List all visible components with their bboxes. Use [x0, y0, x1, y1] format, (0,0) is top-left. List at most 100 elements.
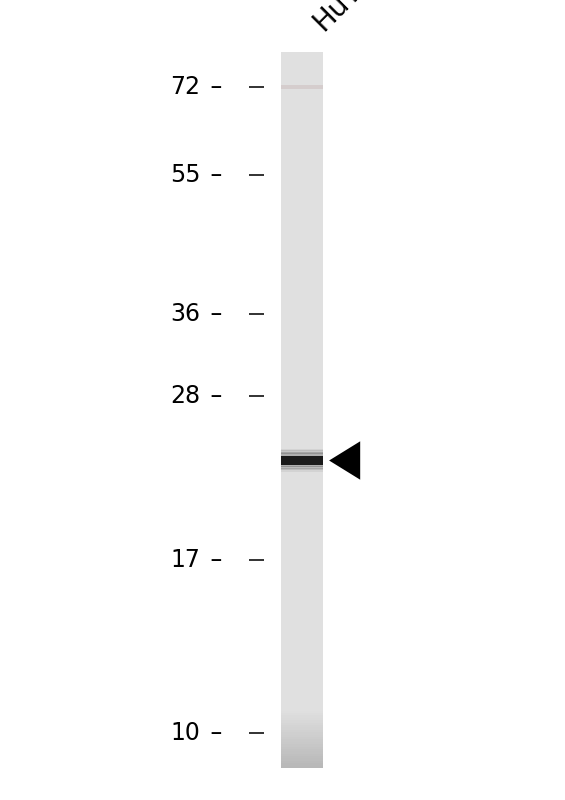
- Bar: [281, 80, 323, 83]
- Bar: [281, 424, 323, 426]
- Bar: [281, 199, 323, 202]
- Bar: [281, 326, 323, 329]
- Bar: [281, 126, 323, 128]
- Bar: [281, 708, 323, 710]
- Bar: [281, 87, 323, 90]
- Bar: [281, 202, 323, 205]
- Bar: [281, 453, 323, 455]
- Bar: [281, 470, 323, 472]
- Bar: [281, 56, 323, 59]
- Bar: [281, 703, 323, 706]
- Bar: [281, 562, 323, 565]
- Bar: [281, 502, 323, 506]
- Text: 55: 55: [170, 162, 201, 186]
- Bar: [281, 460, 323, 462]
- Bar: [281, 226, 323, 229]
- Bar: [281, 336, 323, 338]
- Bar: [281, 722, 323, 725]
- Bar: [281, 312, 323, 314]
- Bar: [281, 653, 323, 656]
- Bar: [281, 383, 323, 386]
- Bar: [281, 691, 323, 694]
- Bar: [281, 417, 323, 419]
- Text: 17: 17: [171, 547, 201, 571]
- Bar: [281, 596, 323, 598]
- Bar: [281, 322, 323, 324]
- Bar: [281, 183, 323, 186]
- Bar: [281, 371, 323, 374]
- Bar: [281, 431, 323, 434]
- Bar: [281, 302, 323, 305]
- Bar: [281, 538, 323, 542]
- Bar: [281, 250, 323, 253]
- Bar: [281, 63, 323, 66]
- Bar: [281, 142, 323, 145]
- Bar: [281, 204, 323, 207]
- Bar: [281, 603, 323, 606]
- Bar: [281, 565, 323, 567]
- Bar: [281, 317, 323, 319]
- Bar: [281, 446, 323, 448]
- Bar: [281, 626, 323, 630]
- Bar: [281, 214, 323, 217]
- Bar: [281, 465, 323, 467]
- Bar: [281, 307, 323, 310]
- Bar: [281, 150, 323, 152]
- Bar: [281, 410, 323, 412]
- Bar: [281, 58, 323, 62]
- Text: 72: 72: [171, 74, 201, 98]
- Bar: [281, 73, 323, 76]
- Bar: [281, 682, 323, 685]
- Bar: [281, 247, 323, 250]
- Bar: [281, 233, 323, 236]
- Bar: [281, 118, 323, 122]
- Bar: [281, 106, 323, 110]
- Text: HuT78: HuT78: [308, 0, 392, 36]
- Bar: [281, 665, 323, 668]
- Bar: [281, 458, 323, 460]
- Bar: [281, 61, 323, 64]
- Bar: [281, 613, 323, 615]
- Bar: [281, 347, 323, 350]
- Bar: [281, 667, 323, 670]
- Bar: [281, 524, 323, 527]
- Bar: [281, 51, 323, 54]
- Bar: [281, 698, 323, 701]
- Bar: [281, 331, 323, 334]
- Bar: [281, 558, 323, 560]
- Bar: [281, 694, 323, 696]
- Bar: [281, 128, 323, 130]
- Bar: [281, 342, 323, 346]
- Bar: [281, 474, 323, 477]
- Bar: [281, 252, 323, 255]
- Bar: [281, 631, 323, 634]
- Bar: [281, 197, 323, 200]
- Bar: [281, 450, 323, 453]
- Bar: [281, 221, 323, 224]
- Bar: [281, 338, 323, 341]
- Bar: [281, 230, 323, 234]
- Bar: [281, 662, 323, 666]
- Bar: [281, 684, 323, 687]
- Bar: [281, 560, 323, 562]
- Bar: [281, 271, 323, 274]
- Bar: [281, 498, 323, 501]
- Bar: [281, 550, 323, 554]
- Bar: [281, 648, 323, 651]
- Bar: [281, 553, 323, 555]
- Text: 10: 10: [171, 722, 201, 746]
- Bar: [281, 295, 323, 298]
- Bar: [281, 70, 323, 74]
- Bar: [281, 490, 323, 494]
- Bar: [281, 679, 323, 682]
- Bar: [281, 658, 323, 661]
- Bar: [281, 164, 323, 166]
- Bar: [281, 359, 323, 362]
- Bar: [281, 85, 323, 89]
- Bar: [281, 441, 323, 443]
- Bar: [281, 701, 323, 703]
- Text: –: –: [203, 74, 223, 98]
- Bar: [281, 223, 323, 226]
- Bar: [281, 507, 323, 510]
- Bar: [281, 689, 323, 692]
